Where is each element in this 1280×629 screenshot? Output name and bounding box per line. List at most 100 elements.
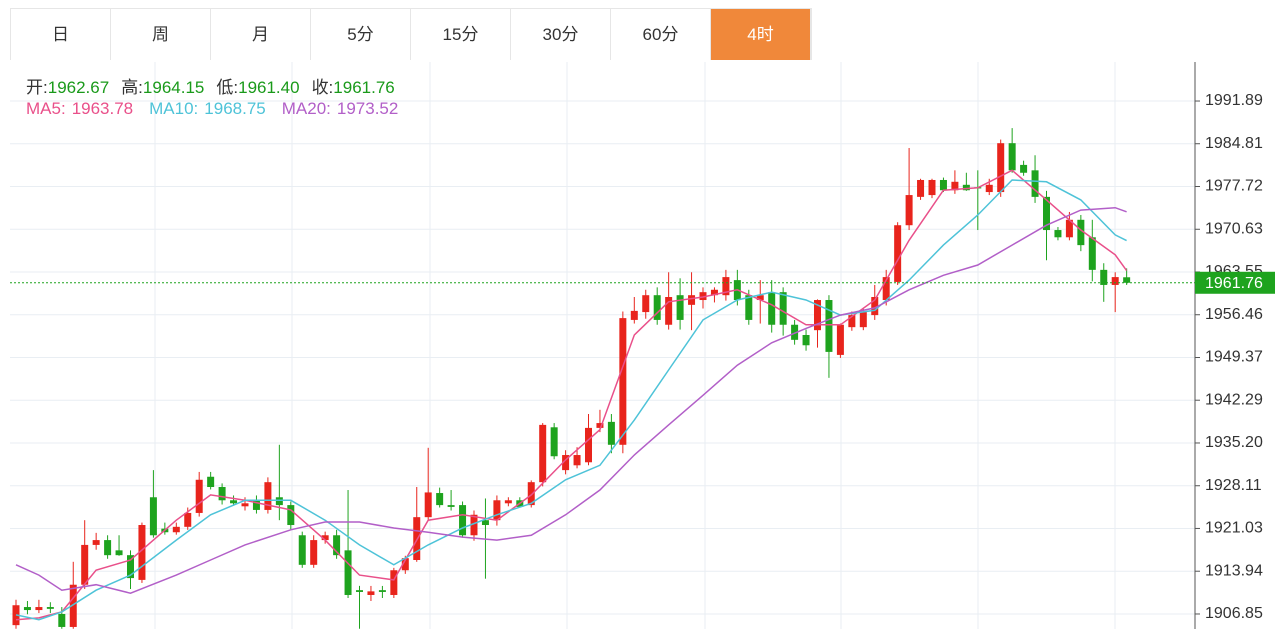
candle-body (722, 277, 730, 296)
ma-line (15, 179, 1127, 621)
candle-body (115, 550, 123, 556)
candle-body (882, 277, 890, 301)
ma-line (15, 206, 1127, 594)
candle-body (550, 427, 558, 457)
legend-name: MA5: (26, 99, 66, 118)
y-tick-label: 1942.29 (1205, 391, 1263, 408)
candle-body (1031, 170, 1039, 197)
candle-body (218, 487, 226, 501)
candle-body (493, 500, 501, 521)
candle-body (779, 292, 787, 325)
y-tick-label: 1977.72 (1205, 178, 1263, 195)
candle-body (264, 482, 272, 510)
candle-body (1054, 230, 1062, 238)
candle-body (184, 512, 192, 527)
candle-body (527, 482, 535, 506)
candle-body (939, 179, 947, 191)
candle-body (710, 289, 718, 296)
candle-body (791, 324, 799, 340)
candle-body (905, 195, 913, 226)
candle-body (459, 505, 467, 536)
candle-body (642, 295, 650, 313)
period-tab[interactable]: 15分 (411, 9, 511, 60)
candle-body (287, 505, 295, 526)
period-tab[interactable]: 周 (111, 9, 211, 60)
candle-body (149, 497, 157, 536)
ohlc-label: 高: (121, 78, 143, 97)
y-tick-label: 1984.81 (1205, 135, 1263, 152)
candle-body (585, 427, 592, 463)
candle-body (951, 181, 959, 191)
candle-body (104, 540, 112, 556)
candle-body (230, 500, 238, 504)
candle-body (1123, 277, 1131, 283)
candle-body (699, 292, 707, 301)
candle-body (58, 613, 66, 627)
candle-body (985, 184, 993, 193)
candle-body (688, 295, 696, 305)
legend-name: MA10: (149, 99, 199, 118)
period-tab[interactable]: 月 (211, 9, 311, 60)
candle-body (596, 423, 604, 428)
candle-body (836, 324, 844, 355)
last-price-tag (1195, 271, 1275, 294)
legend-value: 1973.52 (336, 99, 399, 118)
candle-body (356, 590, 363, 592)
candle-body (1077, 219, 1085, 246)
candle-body (814, 300, 821, 331)
candle-body (481, 520, 489, 526)
candle-body (275, 497, 283, 506)
y-tick-label: 1906.85 (1205, 605, 1263, 622)
candle-body (172, 526, 180, 533)
candle-body (195, 479, 203, 513)
candle-body (1043, 196, 1050, 231)
candle-body (470, 514, 478, 536)
candle-body (447, 505, 455, 507)
y-tick-label: 1970.63 (1205, 220, 1263, 237)
candle-body (436, 493, 444, 506)
candle-body (333, 535, 341, 556)
candle-body (653, 295, 661, 320)
candle-body (745, 295, 753, 320)
candle-body (81, 544, 89, 585)
candle-body (378, 590, 386, 592)
period-tab[interactable]: 日 (11, 9, 111, 60)
candle-body (504, 500, 512, 504)
candle-body (46, 607, 54, 609)
candle-body (252, 500, 260, 510)
ohlc-header: 开:1962.67 高:1964.15 低:1961.40 收:1961.76 (26, 73, 407, 98)
y-tick-label: 1928.11 (1205, 477, 1262, 494)
candle-body (859, 312, 867, 328)
candle-body (848, 315, 856, 328)
legend-value: 1963.78 (71, 99, 134, 118)
plot (12, 128, 1131, 629)
period-tab[interactable]: 30分 (511, 9, 611, 60)
period-tab[interactable]: 60分 (611, 9, 711, 60)
last-price-label: 1961.76 (1205, 275, 1263, 292)
period-tab[interactable]: 4时 (711, 9, 811, 60)
candle-body (401, 558, 409, 571)
candle-body (241, 503, 249, 507)
candle-body (310, 540, 318, 565)
candle-body (321, 535, 329, 541)
candle-body (424, 492, 432, 518)
candle-body (344, 550, 352, 595)
candle-body (69, 584, 77, 627)
candle-body (138, 525, 146, 580)
candle-body (894, 225, 902, 282)
candle-body (802, 335, 810, 346)
ohlc-label: 低: (216, 78, 239, 97)
candle-body (562, 455, 570, 471)
candle-body (298, 535, 306, 565)
period-tabs: 日周月 5分 15分 30分 60分 4时 (10, 8, 812, 60)
candle-body (917, 179, 925, 197)
ma-line (15, 169, 1128, 621)
candle-body (768, 292, 776, 325)
y-tick-label: 1935.20 (1205, 434, 1263, 451)
candle-body (665, 297, 673, 325)
legend-name: MA20: (281, 99, 331, 118)
candle-body (92, 540, 100, 545)
period-tab[interactable]: 5分 (311, 9, 411, 60)
